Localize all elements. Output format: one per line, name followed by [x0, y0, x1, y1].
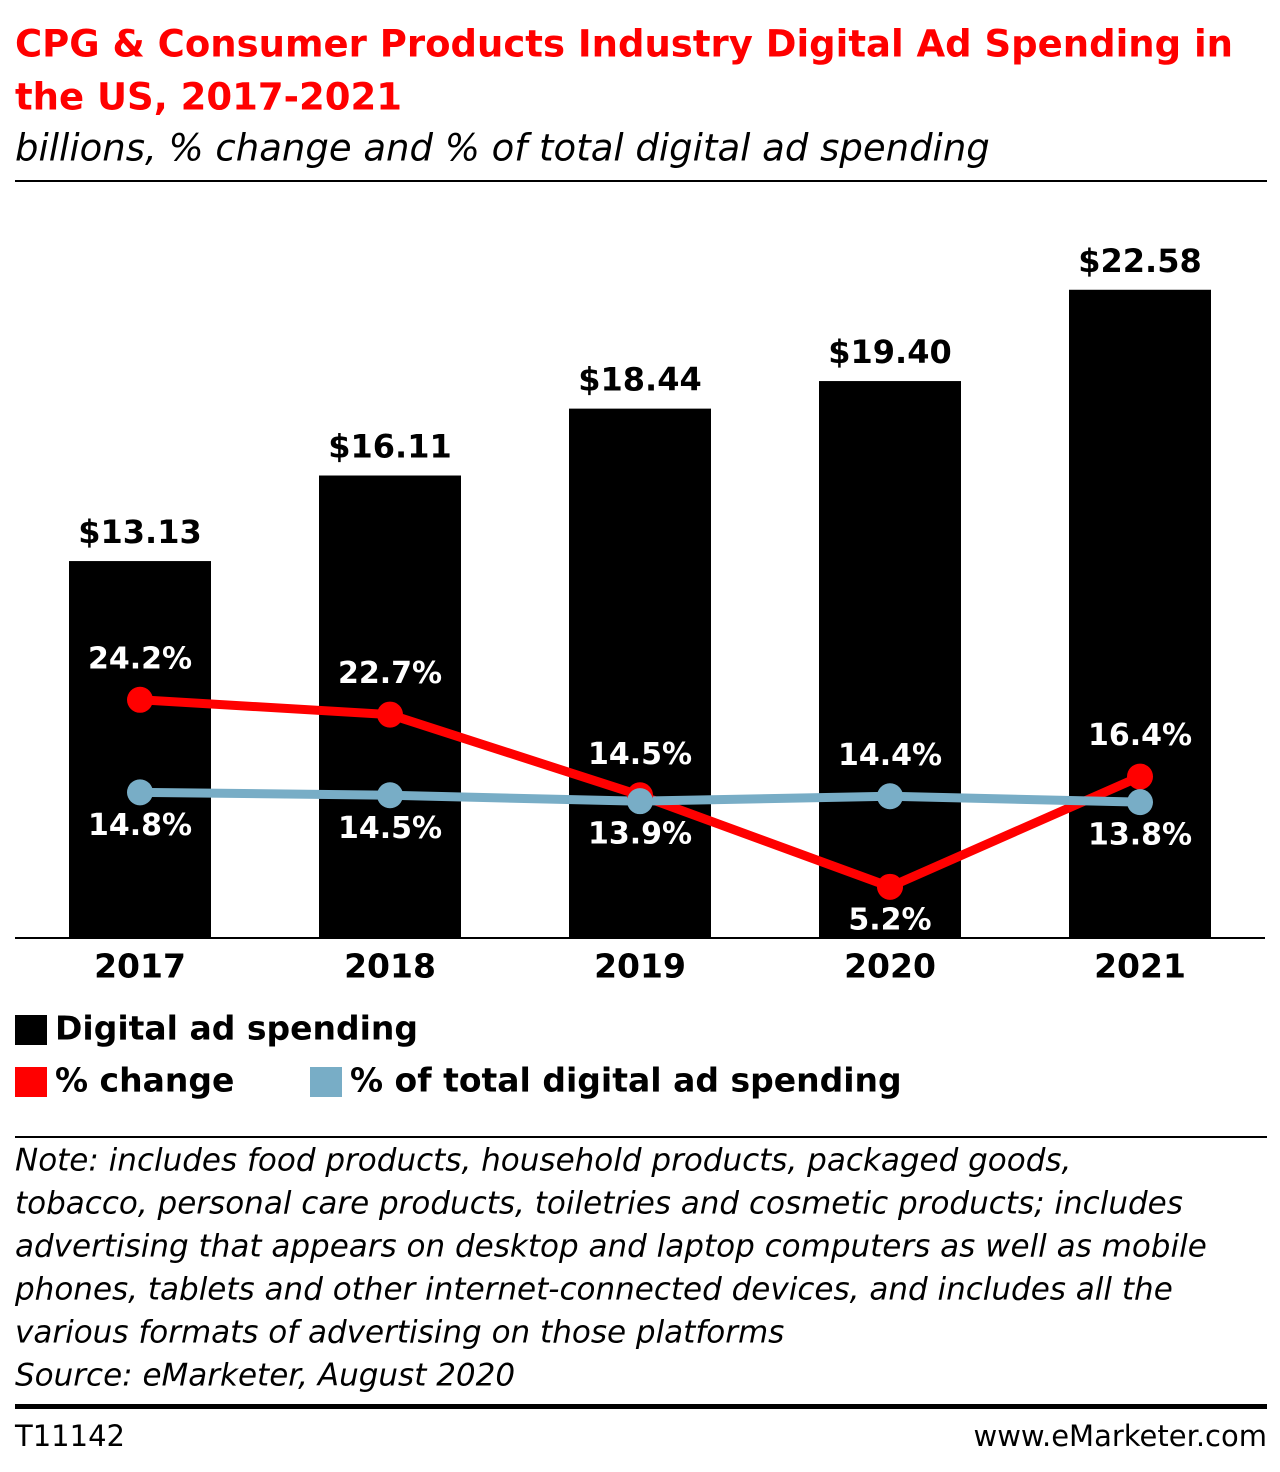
chart-title: CPG & Consumer Products Industry Digital… [15, 23, 1233, 66]
bar [1069, 289, 1211, 938]
chart-title: the US, 2017-2021 [15, 76, 402, 119]
website: www.eMarketer.com [974, 1419, 1268, 1453]
note: various formats of advertising on those … [15, 1315, 784, 1351]
x-tick-label: 2017 [94, 947, 186, 986]
point [127, 686, 153, 713]
point [1127, 789, 1153, 816]
legend-label: % of total digital ad spending [350, 1061, 902, 1100]
point [877, 873, 903, 900]
divider [15, 180, 1267, 182]
legend-swatch [15, 1067, 47, 1097]
point-label: 22.7% [338, 656, 442, 691]
legend-label: % change [55, 1061, 234, 1100]
bar-value-label: $22.58 [1078, 242, 1201, 280]
note: advertising that appears on desktop and … [15, 1229, 1207, 1265]
bar [69, 561, 211, 938]
baseline [15, 937, 1265, 939]
note: tobacco, personal care products, toiletr… [15, 1186, 1183, 1222]
point [627, 788, 653, 815]
x-tick-label: 2019 [594, 947, 686, 986]
point [377, 701, 403, 728]
chart-subtitle: billions, % change and % of total digita… [15, 127, 990, 170]
legend-swatch [310, 1067, 342, 1097]
point-label: 13.8% [1088, 818, 1192, 853]
point [877, 783, 903, 810]
point [377, 782, 403, 809]
x-tick-label: 2018 [344, 947, 436, 986]
divider [15, 1404, 1267, 1409]
chart-id: T11142 [14, 1419, 125, 1453]
bar [569, 408, 711, 938]
x-tick-label: 2020 [844, 947, 936, 986]
legend-label: Digital ad spending [55, 1009, 418, 1048]
x-tick-label: 2021 [1094, 947, 1186, 986]
point-label: 14.8% [88, 808, 192, 843]
point-label: 5.2% [848, 902, 931, 937]
point-label: 16.4% [1088, 718, 1192, 753]
point [127, 779, 153, 806]
bar [819, 381, 961, 938]
point-label: 13.9% [588, 817, 692, 852]
point-label: 14.5% [588, 737, 692, 772]
divider [15, 1136, 1267, 1138]
bar-value-label: $13.13 [78, 513, 201, 551]
point-label: 14.4% [838, 738, 942, 773]
bar-value-label: $16.11 [328, 428, 451, 466]
point [1127, 763, 1153, 790]
bar-value-label: $18.44 [578, 361, 701, 399]
note: Note: includes food products, household … [15, 1143, 1071, 1179]
point-label: 24.2% [88, 641, 192, 676]
source: Source: eMarketer, August 2020 [15, 1358, 515, 1394]
legend-swatch [15, 1015, 47, 1045]
note: phones, tablets and other internet-conne… [14, 1272, 1173, 1308]
bar-value-label: $19.40 [828, 333, 951, 371]
point-label: 14.5% [338, 811, 442, 846]
